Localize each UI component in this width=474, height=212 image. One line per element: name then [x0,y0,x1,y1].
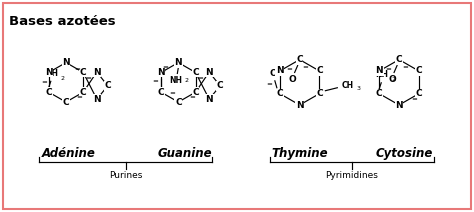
Text: C: C [158,88,164,97]
Text: C: C [376,89,383,98]
Text: C: C [80,88,87,97]
Text: =: = [85,75,91,81]
Text: =: = [169,90,174,96]
Text: =: = [162,64,168,71]
Text: =: = [189,94,195,100]
Text: Cytosine: Cytosine [375,148,433,160]
Text: C: C [217,81,223,90]
Text: Adénine: Adénine [42,148,96,160]
Text: C: C [416,89,422,98]
Text: N: N [375,67,383,75]
Text: C: C [80,68,87,77]
Text: 2: 2 [184,78,188,83]
Text: Thymine: Thymine [271,148,328,160]
Text: =: = [411,96,417,102]
Text: N: N [205,68,213,77]
Text: O: O [388,75,396,84]
Text: NH: NH [376,70,389,79]
Text: C: C [296,55,303,64]
Text: O: O [157,67,165,76]
Text: C: C [416,67,422,75]
Text: N: N [395,100,403,110]
Text: Bases azotées: Bases azotées [9,15,116,28]
Text: =: = [77,94,82,100]
Text: 2: 2 [391,77,395,82]
Text: NH: NH [46,69,58,78]
Text: O: O [270,69,278,78]
Text: =: = [286,67,292,73]
Text: N: N [205,95,213,104]
Text: CH: CH [341,81,354,90]
Text: C: C [316,67,323,75]
Text: C: C [104,81,111,90]
Text: C: C [192,68,199,77]
Text: =: = [198,75,203,81]
Text: =: = [385,67,391,73]
Text: =: = [41,79,47,85]
Text: N: N [157,68,165,77]
Text: NH: NH [169,76,182,85]
Text: C: C [192,88,199,97]
Text: Purines: Purines [109,171,142,180]
Text: =: = [302,64,309,70]
Text: =: = [152,78,158,84]
Text: N: N [62,58,70,67]
Text: 2: 2 [61,76,65,81]
Text: N: N [93,95,100,104]
Text: =: = [402,64,408,70]
Text: =: = [266,81,272,87]
Text: C: C [316,89,323,98]
Text: C: C [46,88,52,97]
Text: N: N [276,67,283,75]
Text: N: N [45,68,53,77]
Text: 3: 3 [356,86,360,91]
Text: N: N [174,58,182,67]
Text: O: O [289,75,297,84]
Text: =: = [75,67,81,73]
Text: Guanine: Guanine [158,148,213,160]
Text: C: C [63,98,69,107]
Text: N: N [93,68,100,77]
Text: N: N [296,100,303,110]
Text: C: C [175,98,182,107]
Text: C: C [276,89,283,98]
Text: Pyrimidines: Pyrimidines [325,171,378,180]
Text: C: C [396,55,402,64]
